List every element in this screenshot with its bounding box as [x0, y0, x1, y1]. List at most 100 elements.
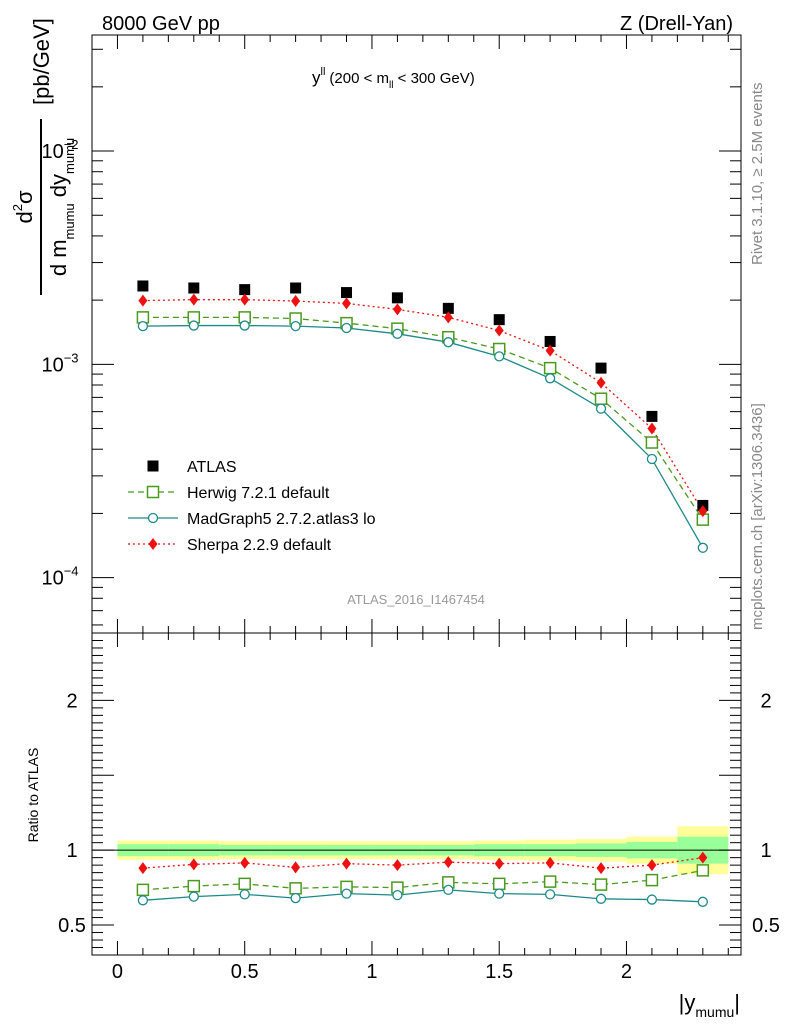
ratio-frame	[91, 632, 742, 956]
main-point-madgraph5	[544, 373, 556, 384]
main-point-madgraph5	[443, 337, 454, 348]
main-point-madgraph5	[392, 328, 403, 339]
ratio-y-tick-label-right: 1	[760, 840, 771, 862]
main-point-madgraph5	[595, 403, 607, 414]
legend-label-madgraph5: MadGraph5 2.7.2.atlas3 lo	[187, 511, 376, 528]
main-point-atlas	[341, 287, 353, 299]
x-tick-label: 0.5	[231, 961, 259, 983]
x-tick-label: 2	[621, 961, 632, 983]
ylabel-units: [pb/GeV]	[29, 18, 54, 105]
ratio-line-madgraph5	[142, 889, 703, 903]
legend-marker-atlas	[147, 460, 159, 472]
main-point-madgraph5	[341, 322, 352, 334]
x-tick-label: 1.5	[485, 961, 513, 983]
main-point-madgraph5	[646, 453, 658, 465]
ratio-point-madgraph5	[137, 895, 149, 906]
ylabel-num-d: d	[12, 211, 37, 223]
main-point-madgraph5	[137, 321, 149, 332]
ratio-line-herwig	[142, 869, 703, 891]
ylabel-den-d: d m	[46, 239, 71, 276]
ratio-point-madgraph5	[443, 884, 454, 896]
ratio-y-tick-label: 0.5	[58, 915, 86, 937]
ratio-point-herwig	[136, 883, 150, 897]
ratio-point-madgraph5	[290, 892, 301, 904]
ratio-point-sherpa	[698, 851, 708, 864]
x-tick-label: 1	[366, 961, 377, 983]
main-point-sherpa	[596, 376, 606, 389]
main-line-herwig	[142, 316, 704, 520]
main-point-atlas	[137, 280, 149, 292]
main-point-herwig	[645, 436, 659, 449]
ratio-point-sherpa	[545, 856, 555, 869]
main-point-madgraph5	[697, 542, 708, 553]
main-point-atlas	[188, 282, 200, 294]
legend-marker-sherpa	[148, 538, 158, 550]
header-right: Z (Drell-Yan)	[620, 13, 733, 35]
xlabel-sub: mumu	[695, 1004, 734, 1020]
ratio-point-madgraph5	[646, 894, 658, 905]
plot-title: yll (200 < mll < 300 GeV)	[312, 66, 475, 91]
ratio-point-madgraph5	[188, 891, 199, 902]
ratio-point-madgraph5	[239, 889, 250, 900]
main-y-tick-label: 10−3	[41, 350, 78, 376]
ylabel-num-sup: 2	[10, 204, 25, 211]
ylabel-numerator: d2σ	[10, 190, 37, 223]
ratio-y-tick-label: 1	[66, 840, 77, 862]
ylabel-num-sym: σ	[12, 190, 37, 204]
xlabel: |ymumu|	[679, 990, 740, 1020]
ratio-point-madgraph5	[494, 888, 505, 899]
legend-label-sherpa: Sherpa 2.2.9 default	[187, 537, 332, 554]
main-y-tick-label: 10−4	[41, 564, 78, 590]
ratio-point-sherpa	[494, 857, 504, 870]
main-point-sherpa	[240, 293, 250, 306]
ratio-point-madgraph5	[341, 888, 352, 899]
main-point-herwig	[594, 392, 608, 405]
ratio-y-tick-label: 2	[66, 690, 77, 712]
main-point-atlas	[544, 335, 556, 347]
title-var-sup: ll	[321, 66, 326, 78]
main-point-atlas	[595, 362, 607, 374]
ratio-point-herwig	[645, 873, 659, 887]
ratio-point-herwig	[187, 879, 201, 893]
ratio-point-herwig	[238, 877, 251, 891]
title-range-sub: ll	[389, 80, 393, 91]
legend-label-herwig: Herwig 7.2.1 default	[187, 485, 330, 502]
main-panel: 10−4 10−3 10−2	[41, 34, 742, 634]
ratio-point-sherpa	[189, 858, 199, 871]
ratio-point-herwig	[289, 882, 302, 895]
ratio-y-tick-label-right: 2	[760, 690, 771, 712]
legend-marker-herwig	[146, 485, 160, 499]
legend-marker-madgraph5	[147, 512, 159, 524]
title-range-pre: (200 < m	[329, 70, 389, 87]
ratio-point-herwig	[543, 875, 557, 888]
ratio-point-sherpa	[392, 859, 402, 872]
xlabel-pre: |y	[679, 990, 696, 1015]
legend: ATLAS Herwig 7.2.1 default MadGraph5 2.7.2…	[128, 459, 376, 554]
ylabel-denominator: d mmumu dymumu	[46, 138, 77, 276]
rivet-label: Rivet 3.1.10, ≥ 2.5M events	[749, 83, 766, 266]
main-line-sherpa	[142, 299, 704, 512]
ratio-point-sherpa	[443, 856, 453, 869]
main-ylabel: d2σ d mmumu dymumu [pb/GeV]	[10, 18, 77, 295]
ratio-point-sherpa	[647, 859, 657, 872]
ratio-point-sherpa	[138, 862, 148, 875]
ylabel-den-sub1: mumu	[62, 203, 77, 239]
main-point-sherpa	[392, 303, 402, 316]
legend-label-atlas: ATLAS	[187, 459, 237, 476]
ratio-y-tick-label-right: 0.5	[752, 915, 780, 937]
main-point-atlas	[391, 292, 403, 304]
main-point-madgraph5	[239, 320, 250, 331]
ratio-ylabel: Ratio to ATLAS	[25, 748, 41, 843]
ratio-point-sherpa	[596, 862, 606, 875]
ylabel-den-sub2: mumu	[62, 138, 77, 174]
x-tick-label: 0	[112, 961, 123, 983]
main-point-sherpa	[138, 294, 148, 307]
main-point-sherpa	[698, 505, 708, 518]
main-point-herwig	[543, 361, 557, 375]
main-point-atlas	[442, 302, 454, 314]
main-point-atlas	[239, 284, 251, 296]
header-left: 8000 GeV pp	[102, 13, 220, 35]
ratio-point-herwig	[696, 864, 710, 877]
ratio-point-madgraph5	[595, 893, 607, 904]
